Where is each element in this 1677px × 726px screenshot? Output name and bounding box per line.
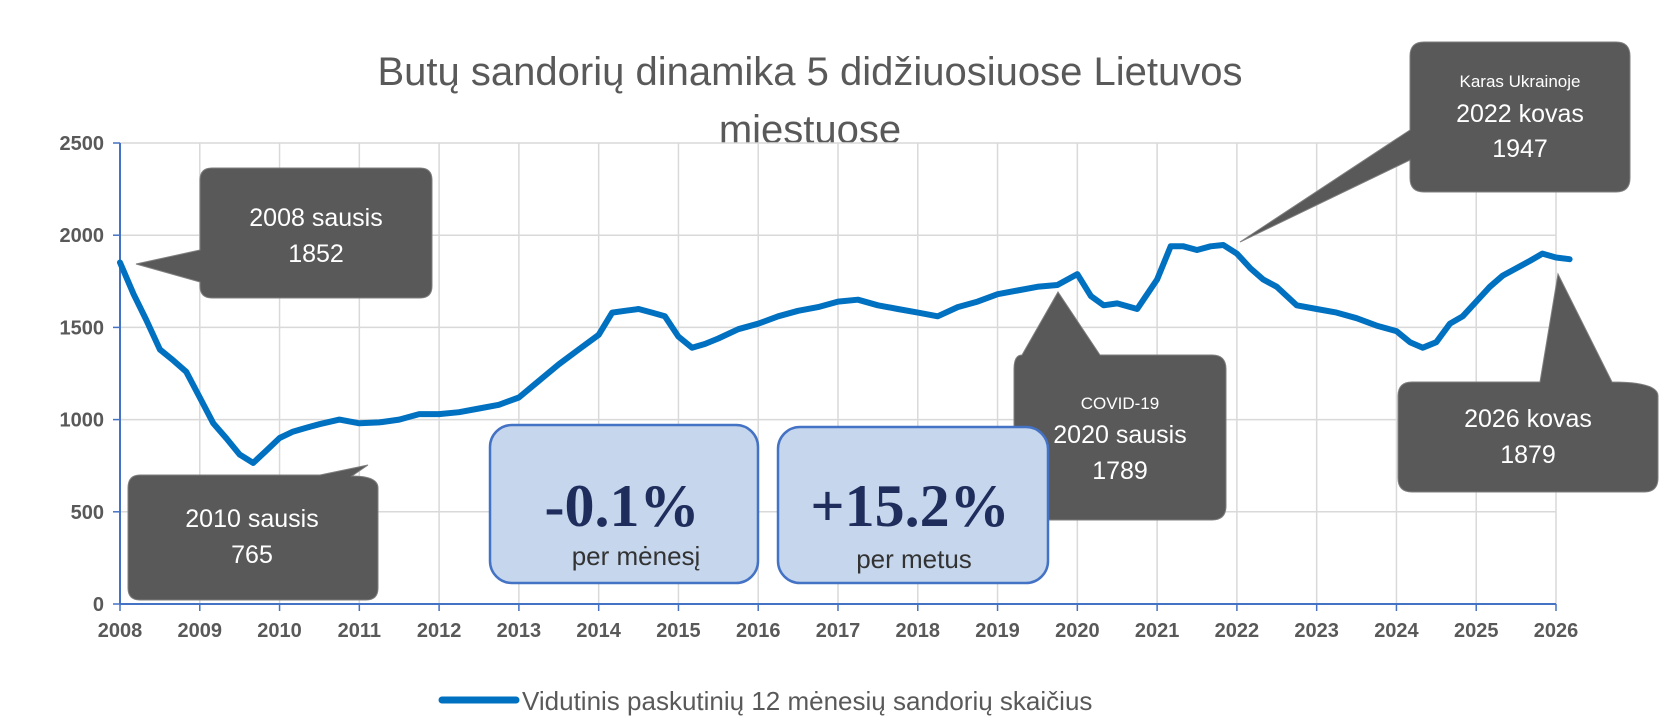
x-tick-label: 2010 — [257, 620, 302, 642]
annotation-2022-value: 1947 — [1492, 135, 1548, 163]
kpi-monthly-value: -0.1% — [545, 473, 700, 539]
kpi-yearly: +15.2% per metus — [776, 425, 1050, 585]
y-tick-label: 500 — [71, 502, 104, 524]
kpi-yearly-label: per metus — [856, 544, 972, 574]
chart-title-line-1: Butų sandorių dinamika 5 didžiuosiuose L… — [378, 50, 1243, 94]
annotation-2022-event: Karas Ukrainoje — [1460, 72, 1581, 91]
x-tick-label: 2018 — [896, 620, 941, 642]
x-tick-label: 2026 — [1534, 620, 1579, 642]
annotation-2008-value: 1852 — [288, 240, 344, 268]
y-tick-label: 2000 — [60, 225, 105, 247]
axes — [113, 142, 1557, 611]
series-group — [117, 242, 1573, 466]
y-axis-ticks: 0 500 1000 1500 2000 2500 — [60, 133, 105, 616]
x-tick-label: 2009 — [178, 620, 223, 642]
annotation-2026: 2026 kovas 1879 — [1397, 272, 1659, 493]
x-tick-label: 2023 — [1294, 620, 1339, 642]
annotation-2026-value: 1879 — [1500, 441, 1556, 469]
x-tick-label: 2022 — [1215, 620, 1260, 642]
x-tick-label: 2014 — [576, 620, 621, 642]
x-tick-label: 2015 — [656, 620, 701, 642]
annotation-2010-label: 2010 sausis — [185, 505, 318, 533]
x-tick-label: 2024 — [1374, 620, 1419, 642]
x-axis-ticks: 2008 2009 2010 2011 2012 2013 2014 2015 2016 2017… — [98, 620, 1579, 642]
annotation-2020-label: 2020 sausis — [1053, 421, 1186, 449]
annotation-2022-label: 2022 kovas — [1456, 100, 1584, 128]
chart-title-line-2: miestuose — [719, 108, 901, 152]
chart-title: Butų sandorių dinamika 5 didžiuosiuose L… — [378, 50, 1243, 152]
annotation-2008: 2008 sausis 1852 — [135, 167, 433, 299]
kpi-monthly: -0.1% per mėnesį — [488, 423, 760, 585]
legend-label: Vidutinis paskutinių 12 mėnesių sandorių… — [522, 686, 1092, 716]
x-tick-label: 2017 — [816, 620, 861, 642]
x-tick-label: 2020 — [1055, 620, 1100, 642]
y-tick-label: 1000 — [60, 410, 105, 432]
x-tick-label: 2011 — [338, 620, 381, 642]
series-line — [117, 242, 1573, 466]
legend: Vidutinis paskutinių 12 mėnesių sandorių… — [438, 686, 1092, 716]
annotation-2026-label: 2026 kovas — [1464, 405, 1592, 433]
annotation-2010: 2010 sausis 765 — [127, 464, 379, 601]
x-tick-label: 2008 — [98, 620, 143, 642]
y-tick-label: 0 — [93, 594, 104, 616]
annotation-2022: Karas Ukrainoje 2022 kovas 1947 — [1239, 41, 1631, 243]
x-tick-label: 2013 — [497, 620, 542, 642]
x-tick-label: 2025 — [1454, 620, 1499, 642]
annotation-2010-value: 765 — [231, 541, 273, 569]
kpi-yearly-value: +15.2% — [810, 473, 1009, 539]
x-tick-label: 2021 — [1135, 620, 1180, 642]
kpi-monthly-label: per mėnesį — [572, 541, 701, 571]
x-tick-label: 2016 — [736, 620, 781, 642]
x-tick-label: 2012 — [417, 620, 462, 642]
x-tick-label: 2019 — [975, 620, 1020, 642]
annotation-2020-value: 1789 — [1092, 457, 1148, 485]
y-tick-label: 2500 — [60, 133, 105, 155]
annotation-2020-event: COVID-19 — [1081, 394, 1159, 413]
annotation-2008-label: 2008 sausis — [249, 204, 382, 232]
y-tick-label: 1500 — [60, 317, 105, 339]
annotation-2020: COVID-19 2020 sausis 1789 — [1013, 291, 1227, 521]
